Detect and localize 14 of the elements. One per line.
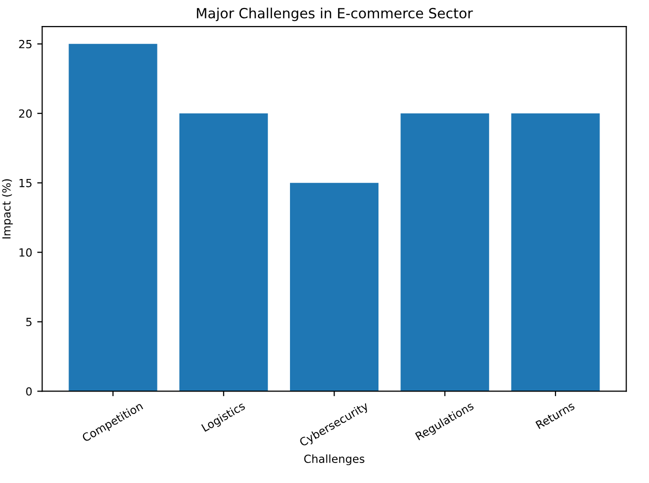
y-tick-label: 20 (19, 109, 32, 118)
y-tick-label: 5 (26, 318, 32, 326)
chart-title: Major Challenges in E-commerce Sector (196, 8, 473, 22)
y-tick-label: 15 (20, 178, 32, 188)
y-tick-label: 25 (19, 40, 32, 48)
bar (400, 113, 490, 392)
bar (179, 113, 268, 392)
y-axis-title: Impact (%) (2, 179, 13, 238)
bar (511, 113, 600, 392)
bar (290, 182, 378, 392)
bar (68, 44, 158, 392)
y-tick-label: 10 (20, 248, 32, 257)
y-tick-label: 0 (26, 387, 32, 396)
x-axis-title: Challenges (304, 454, 364, 466)
